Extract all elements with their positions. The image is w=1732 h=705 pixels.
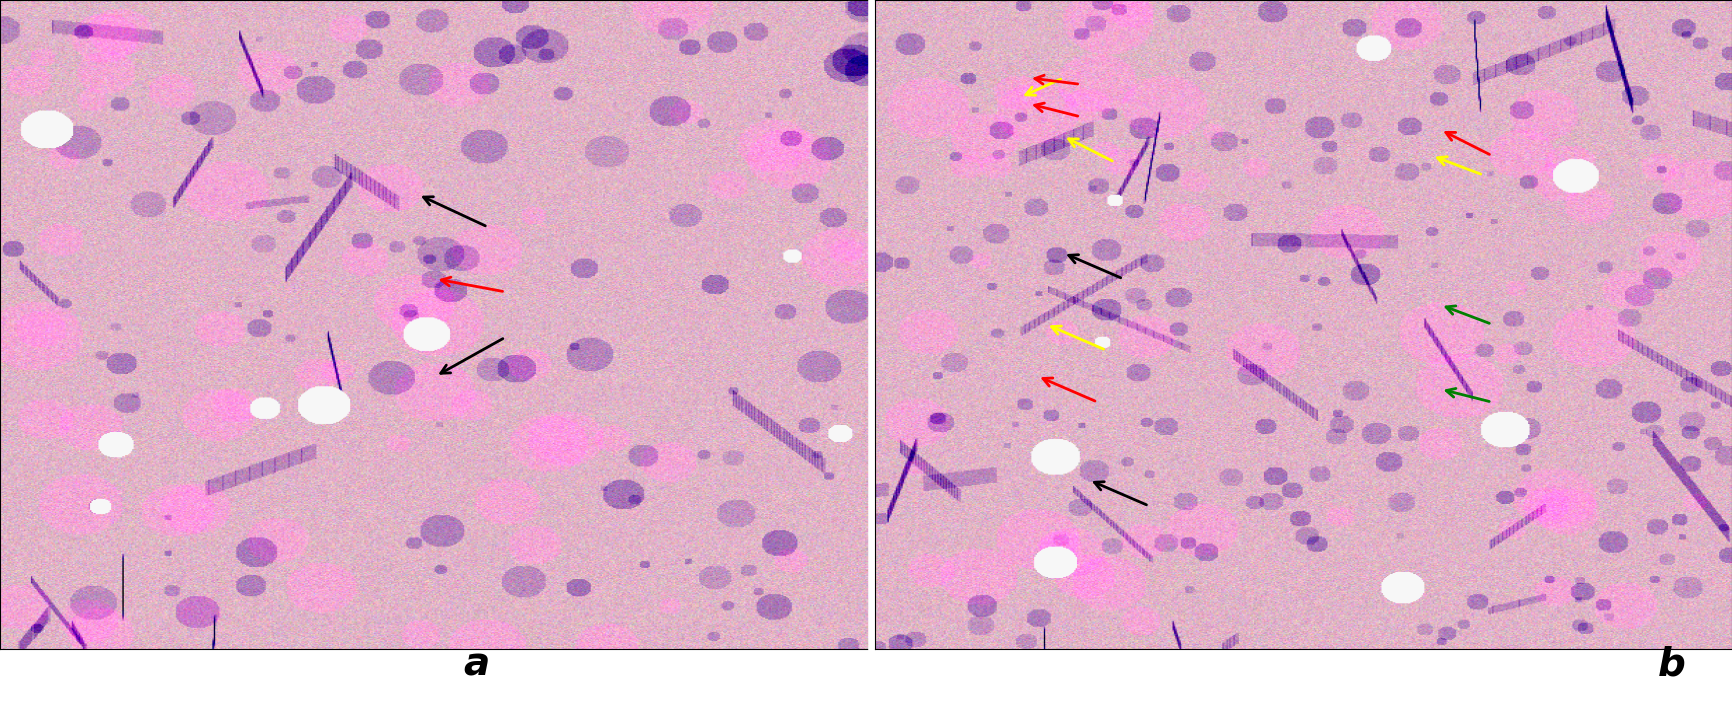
Text: b: b (1658, 646, 1685, 684)
Text: a: a (462, 646, 490, 684)
